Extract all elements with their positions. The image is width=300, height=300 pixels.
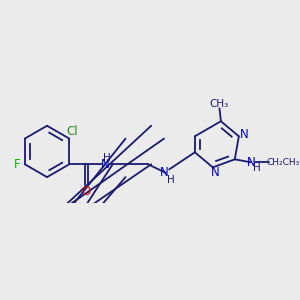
- Text: H: H: [253, 164, 261, 173]
- Text: N: N: [160, 166, 169, 179]
- Text: CH₂CH₃: CH₂CH₃: [266, 158, 299, 167]
- Text: H: H: [167, 175, 175, 185]
- Text: N: N: [247, 156, 255, 169]
- Text: Cl: Cl: [66, 125, 78, 138]
- Text: F: F: [14, 158, 20, 171]
- Text: N: N: [101, 158, 110, 171]
- Text: N: N: [240, 128, 248, 141]
- Text: N: N: [211, 166, 220, 179]
- Text: CH₃: CH₃: [210, 99, 229, 109]
- Text: O: O: [82, 184, 91, 198]
- Text: H: H: [103, 153, 111, 163]
